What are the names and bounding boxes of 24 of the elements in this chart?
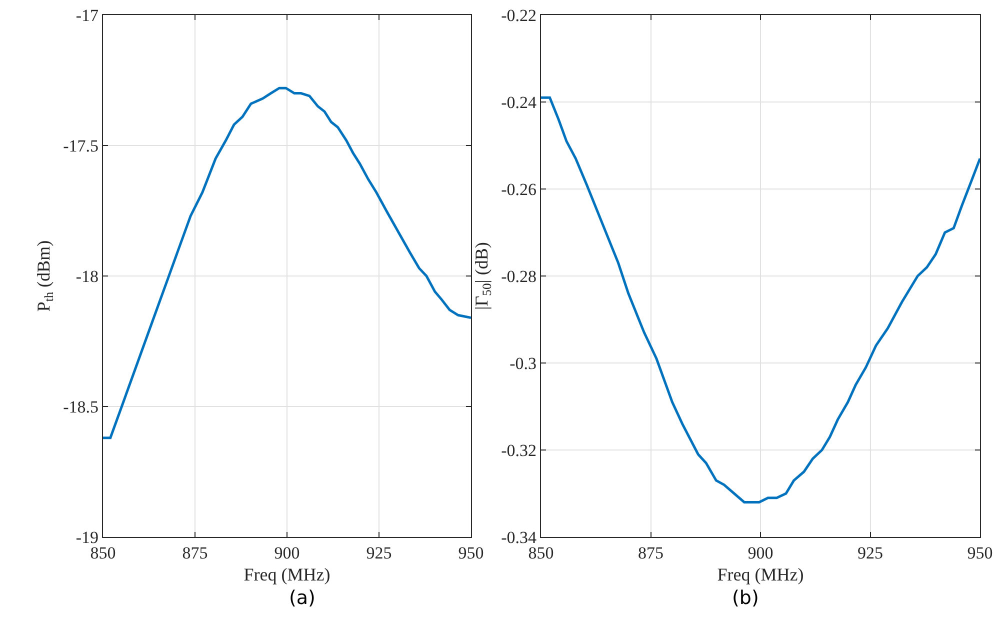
y-tick-label: -0.32 <box>501 440 536 460</box>
x-tick-label: 875 <box>182 544 208 562</box>
y-tick-label: -0.24 <box>501 92 537 112</box>
line-series <box>541 96 980 504</box>
y-tick-label: -17 <box>76 6 99 25</box>
y-tick-label: -18.5 <box>63 397 98 416</box>
y-tick-label: -0.26 <box>501 180 536 199</box>
x-axis-title: Freq (MHz) <box>244 564 330 585</box>
x-tick-label: 950 <box>967 544 993 562</box>
x-tick-label: 925 <box>858 544 883 562</box>
x-tick-label: 900 <box>274 544 300 562</box>
y-tick-label: -0.28 <box>501 266 536 286</box>
line-series <box>103 86 471 440</box>
y-tick-label: -18 <box>76 266 98 286</box>
x-tick-label: 875 <box>638 544 664 562</box>
text: (b) <box>732 587 759 609</box>
text: (a) <box>289 587 316 609</box>
x-axis-title: Freq (MHz) <box>717 564 804 585</box>
y-tick-label: -0.22 <box>501 6 536 25</box>
x-tick-label: 925 <box>366 544 392 562</box>
y-tick-label: -17.5 <box>63 136 98 156</box>
y-tick-label: -0.3 <box>510 354 536 373</box>
x-tick-label: 950 <box>458 544 484 562</box>
x-tick-label: 900 <box>748 544 774 562</box>
